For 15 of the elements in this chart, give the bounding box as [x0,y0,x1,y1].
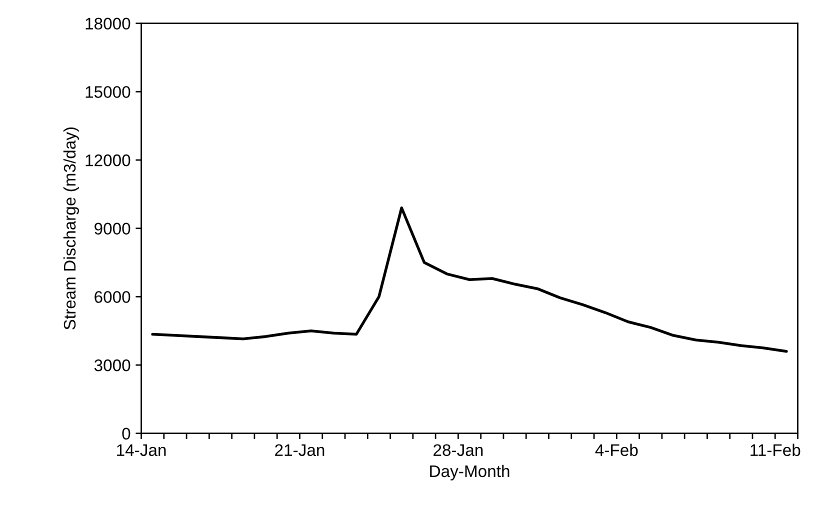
x-tick-label: 11-Feb [750,444,800,456]
x-tick-label: 4-Feb [595,444,638,456]
y-tick-label: 15000 [86,86,130,98]
x-tick-label: 14-Jan [117,444,166,456]
line-series [151,206,788,353]
x-axis-title: Day-Month [430,464,510,480]
x-tick-label: 21-Jan [275,444,324,456]
y-tick-label: 0 [122,428,130,440]
y-tick-label: 9000 [94,222,130,235]
y-axis-title: Stream Discharge (m3/day) [63,128,79,330]
y-tick-label: 3000 [94,359,130,372]
y-tick-label: 12000 [86,154,130,166]
y-tick-label: 18000 [86,18,130,30]
x-tick-label: 28-Jan [434,444,483,456]
y-tick-label: 6000 [94,291,130,303]
